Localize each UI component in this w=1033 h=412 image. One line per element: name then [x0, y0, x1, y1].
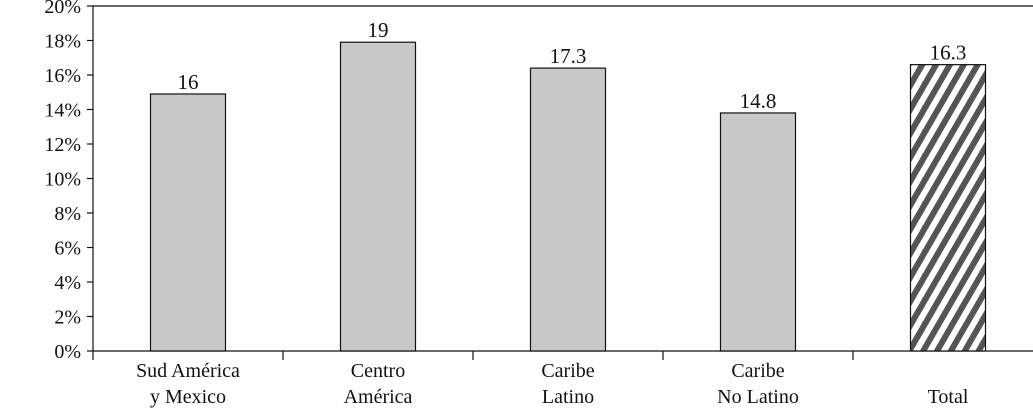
data-label: 17.3 [550, 44, 587, 68]
x-tick-label: Latino [542, 386, 594, 408]
y-tick-label: 18% [44, 31, 81, 53]
bar [529, 67, 607, 352]
x-tick-label: Centro [351, 360, 405, 382]
data-label: 14.8 [740, 89, 777, 113]
y-tick-label: 8% [54, 203, 81, 225]
x-tick-label: Sud América [136, 360, 240, 382]
bars [149, 41, 987, 352]
data-label: 16 [178, 70, 199, 94]
y-tick-label: 12% [44, 134, 81, 156]
y-tick-label: 2% [54, 307, 81, 329]
bar [909, 64, 987, 352]
x-tick-label: América [344, 386, 413, 408]
x-tick-label: Caribe [541, 360, 594, 382]
y-tick-label: 16% [44, 65, 81, 87]
x-tick-label: No Latino [717, 386, 799, 408]
y-tick-label: 4% [54, 272, 81, 294]
data-label: 16.3 [930, 41, 967, 65]
bar [149, 93, 227, 352]
y-tick-label: 14% [44, 100, 81, 122]
y-tick-label: 10% [44, 169, 81, 191]
x-tick-label: y Mexico [150, 386, 226, 408]
y-tick-label: 0% [54, 341, 81, 363]
x-tick-label: Total [928, 386, 969, 408]
labels: 0% 2% 4% 6% 8% 10% 12% 14% 16% 18% 20% 16 Sud Améric… [44, 0, 969, 408]
y-tick-label: 6% [54, 238, 81, 260]
data-label: 19 [368, 18, 389, 42]
bar [339, 41, 417, 352]
bar [719, 112, 797, 352]
x-tick-label: Caribe [731, 360, 784, 382]
y-tick-label: 20% [44, 0, 81, 18]
